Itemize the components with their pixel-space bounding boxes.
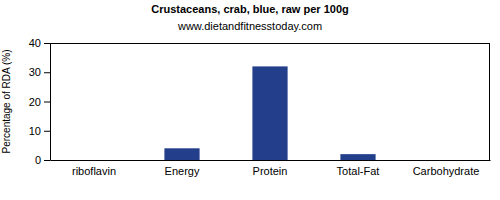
y-tick-mark <box>44 43 50 44</box>
x-tick-label: riboflavin <box>72 165 116 177</box>
bar <box>76 160 111 161</box>
subtitle: www.dietandfitnesstoday.com <box>177 20 322 32</box>
bars <box>164 66 375 160</box>
y-tick-label: 10 <box>29 125 41 137</box>
y-tick-label: 30 <box>29 66 41 78</box>
y-tick: 10 <box>29 125 50 137</box>
y-tick: 40 <box>29 37 50 49</box>
y-tick-mark <box>44 160 50 161</box>
bar <box>164 148 199 160</box>
y-axis: 0 10 20 30 40 <box>29 37 51 166</box>
x-tick: Protein <box>253 160 288 177</box>
y-tick-mark <box>44 72 50 73</box>
x-axis-line <box>51 160 491 161</box>
x-tick: Total-Fat <box>337 160 380 177</box>
x-tick: riboflavin <box>72 160 116 177</box>
y-axis-title: Percentage of RDA (%) <box>1 50 12 154</box>
y-tick: 0 <box>35 154 50 166</box>
y-tick: 20 <box>29 96 50 108</box>
bar <box>252 66 287 160</box>
plot: 0 10 20 30 40 riboflavin Energy Protein Total-Fa… <box>29 37 491 177</box>
x-tick-label: Carbohydrate <box>413 165 480 177</box>
y-axis-line <box>50 44 51 161</box>
y-tick-mark <box>44 131 50 132</box>
x-axis: riboflavin Energy Protein Total-Fat Carbohyd… <box>51 160 491 177</box>
frame-right <box>489 43 490 160</box>
y-tick-label: 0 <box>35 154 41 166</box>
y-tick-label: 20 <box>29 96 41 108</box>
bar <box>428 160 463 161</box>
y-tick-label: 40 <box>29 37 41 49</box>
x-tick-label: Protein <box>253 165 288 177</box>
title: Crustaceans, crab, blue, raw per 100g <box>151 3 348 15</box>
chart: Crustaceans, crab, blue, raw per 100g www… <box>0 0 500 200</box>
x-tick: Energy <box>165 160 200 177</box>
y-tick-mark <box>44 102 50 103</box>
frame-top <box>50 43 490 44</box>
x-tick: Carbohydrate <box>413 160 480 177</box>
y-tick: 30 <box>29 66 50 78</box>
x-tick-label: Total-Fat <box>337 165 380 177</box>
x-tick-label: Energy <box>165 165 200 177</box>
bar <box>340 154 375 160</box>
